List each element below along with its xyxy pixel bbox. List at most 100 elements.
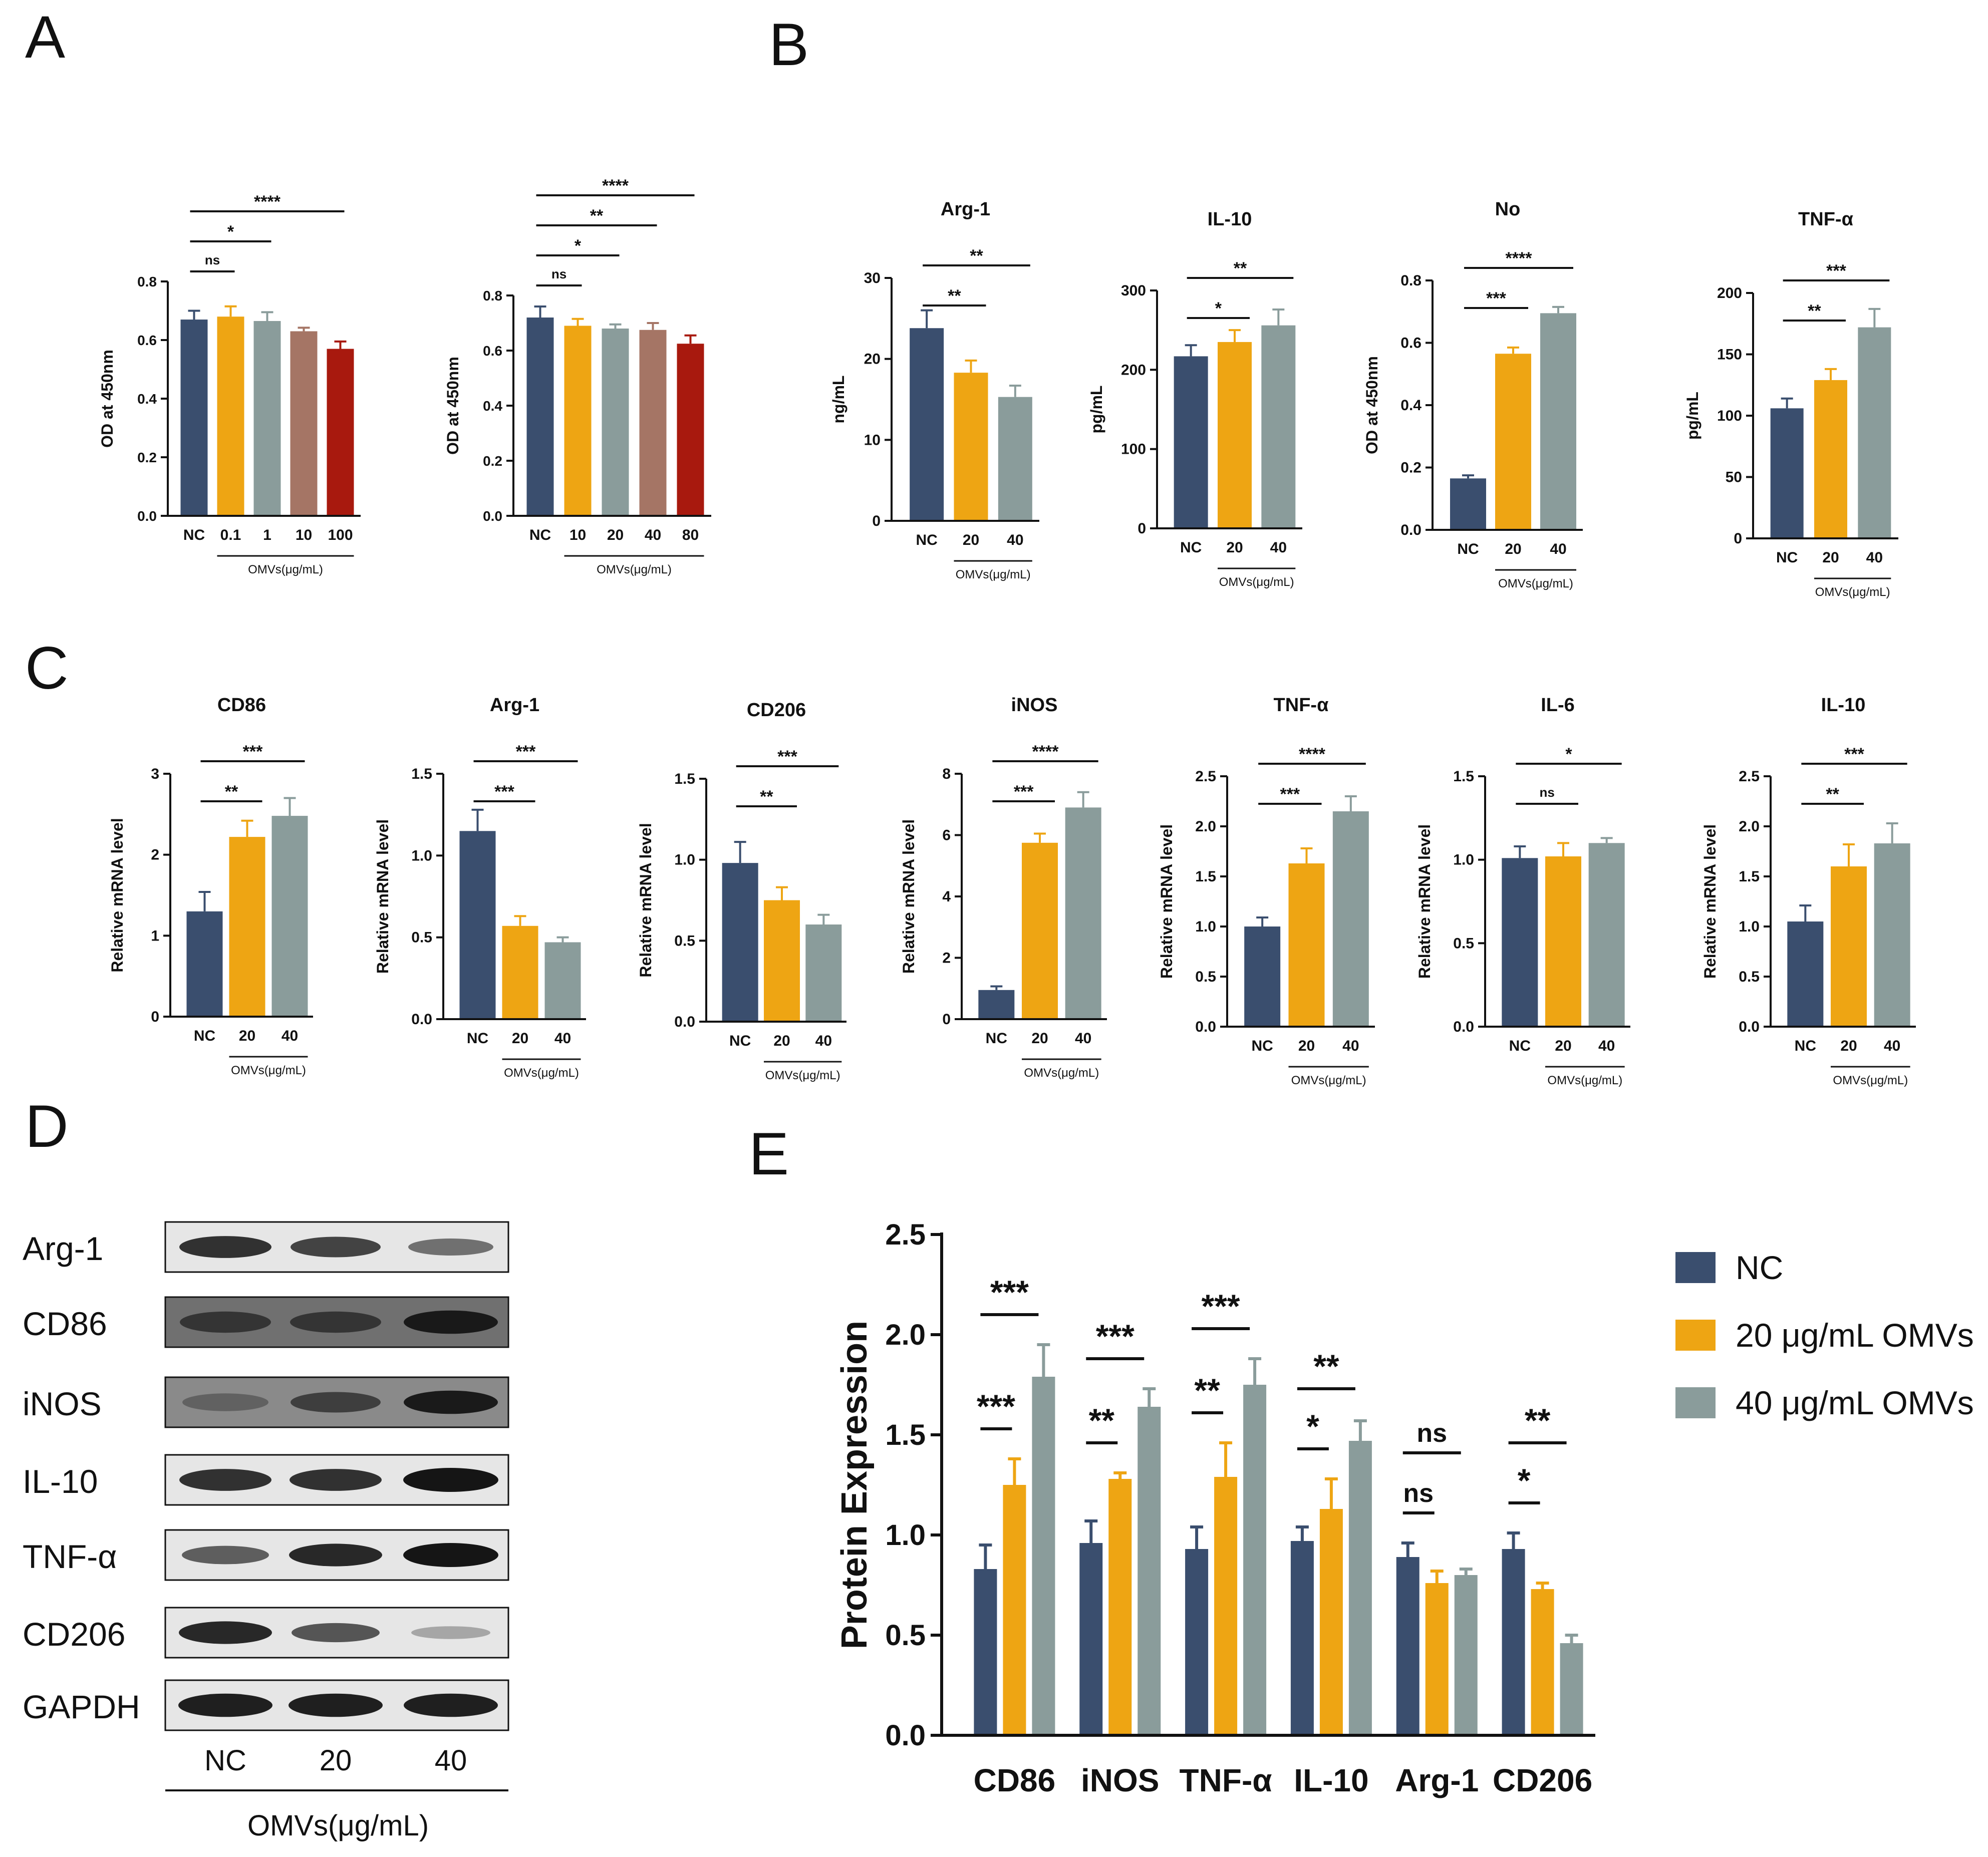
y-tick-label: 0.5 <box>674 933 695 949</box>
x-tick-label: CD206 <box>1493 1762 1592 1798</box>
y-axis-label: Relative mRNA level <box>1415 824 1434 979</box>
bar <box>1174 356 1208 527</box>
bar <box>1032 1377 1055 1734</box>
chart-title: IL-10 <box>1821 695 1866 716</box>
y-tick-label: 1.5 <box>411 766 432 782</box>
significance-label: *** <box>1826 261 1846 280</box>
chart-c1: CD86 0 1 2 3 Relative mRNA level NC 20 40 OMVs(μg… <box>108 695 313 1077</box>
legend-label: 20 μg/mL OMVs <box>1736 1317 1974 1354</box>
significance-label: * <box>575 236 582 255</box>
blot-protein-label: GAPDH <box>23 1688 140 1725</box>
bar <box>974 1569 997 1734</box>
y-axis-label: OD at 450nm <box>98 350 116 448</box>
y-tick-label: 300 <box>1121 282 1146 299</box>
group-label: OMVs(μg/mL) <box>1547 1074 1622 1087</box>
x-tick-label: NC <box>729 1033 751 1049</box>
y-tick-label: 0.0 <box>483 508 502 524</box>
bar <box>1787 921 1824 1026</box>
chart-c7: IL-10 0.0 0.5 1.0 1.5 2.0 2.5 Relative mRNA lev… <box>1701 695 1916 1087</box>
group-label: OMVs(μg/mL) <box>231 1064 306 1077</box>
bar <box>1022 842 1058 1018</box>
x-tick-label: 40 <box>1342 1038 1359 1054</box>
bar <box>1244 926 1281 1026</box>
bar <box>1243 1385 1267 1734</box>
chart-title: No <box>1495 199 1521 220</box>
x-tick-label: NC <box>183 527 205 543</box>
significance-label: **** <box>1506 249 1533 268</box>
x-tick-label: 20 <box>239 1028 255 1044</box>
significance-label: * <box>1215 299 1222 318</box>
significance-label: **** <box>602 176 629 195</box>
significance-label: *** <box>777 747 797 766</box>
x-tick-label: Arg-1 <box>1395 1762 1479 1798</box>
blot-protein-label: CD206 <box>23 1616 125 1653</box>
significance-label: * <box>227 222 234 241</box>
x-tick-label: 40 <box>1866 549 1883 566</box>
x-tick-label: 20 <box>1505 541 1521 557</box>
y-tick-label: 30 <box>864 270 881 286</box>
group-label: OMVs(μg/mL) <box>956 568 1031 581</box>
group-label: OMVs(μg/mL) <box>1219 575 1294 589</box>
panel-letter-e: E <box>749 1120 789 1187</box>
blot-band <box>182 1545 269 1565</box>
blot-band <box>291 1392 381 1413</box>
y-tick-label: 2.5 <box>885 1218 926 1251</box>
y-tick-label: 2 <box>942 950 951 967</box>
x-tick-label: 20 <box>607 527 624 543</box>
bar <box>1502 858 1538 1026</box>
significance-label: ** <box>1089 1402 1115 1439</box>
bar <box>1495 354 1531 529</box>
x-tick-label: 20 <box>1226 539 1243 556</box>
blot-band <box>290 1469 382 1491</box>
panel-e-chart: 0.0 0.5 1.0 1.5 2.0 2.5 Protein Expression CD86… <box>834 1218 1974 1798</box>
bar <box>459 831 496 1018</box>
panel-letter-b: B <box>769 11 809 78</box>
blot-band <box>404 1390 498 1414</box>
y-tick-label: 0.0 <box>674 1014 695 1030</box>
chart-title: IL-6 <box>1541 695 1575 716</box>
bar <box>954 373 988 520</box>
chart-c5: TNF-α 0.0 0.5 1.0 1.5 2.0 2.5 Relative mRNA lev… <box>1158 695 1375 1087</box>
blot-band <box>403 1468 498 1492</box>
blot-protein-label: iNOS <box>23 1385 102 1422</box>
x-tick-label: 10 <box>296 527 312 543</box>
chart-title: iNOS <box>1011 695 1058 716</box>
legend: NC 20 μg/mL OMVs 40 μg/mL OMVs <box>1675 1249 1974 1421</box>
x-tick-label: 100 <box>328 527 353 543</box>
chart-title: TNF-α <box>1798 209 1853 230</box>
y-tick-label: 2 <box>151 847 159 863</box>
bar <box>677 344 704 515</box>
group-label: OMVs(μg/mL) <box>597 563 672 576</box>
x-tick-label: NC <box>916 532 937 548</box>
group-label: OMVs(μg/mL) <box>1833 1074 1908 1087</box>
bar <box>290 331 318 515</box>
x-tick-label: 40 <box>281 1028 298 1044</box>
chart-title: IL-10 <box>1208 209 1252 230</box>
y-tick-label: 0.0 <box>137 508 157 524</box>
bar <box>1348 1441 1372 1734</box>
y-tick-label: 1.5 <box>674 771 695 787</box>
group-label: OMVs(μg/mL) <box>1291 1074 1366 1087</box>
panel-letters: A B C D E <box>25 4 809 1187</box>
x-tick-label: NC <box>1457 541 1479 557</box>
panel-letter-c: C <box>25 635 69 702</box>
blot-band <box>179 1236 271 1258</box>
x-tick-label: NC <box>986 1030 1007 1047</box>
chart-title: CD206 <box>747 700 806 721</box>
significance-label: ** <box>948 286 961 305</box>
y-tick-label: 0.5 <box>1453 935 1474 952</box>
y-axis-label: OD at 450nm <box>1363 356 1381 454</box>
bar <box>1332 811 1369 1026</box>
chart-b4: TNF-α 0 50 100 150 200 pg/mL NC 20 40 OMVs(μg/mL) *… <box>1683 209 1898 599</box>
blot-row: IL-10 <box>23 1454 509 1506</box>
bar <box>1396 1557 1419 1734</box>
x-tick-label: 40 <box>1550 541 1566 557</box>
x-tick-label: NC <box>1776 549 1798 566</box>
blot-row: TNF-α <box>23 1529 509 1581</box>
y-tick-label: 150 <box>1717 347 1742 363</box>
bar <box>1540 313 1576 529</box>
blot-lane-label: 40 <box>435 1744 467 1777</box>
x-tick-label: 40 <box>1270 539 1287 556</box>
blot-protein-label: Arg-1 <box>23 1230 103 1267</box>
